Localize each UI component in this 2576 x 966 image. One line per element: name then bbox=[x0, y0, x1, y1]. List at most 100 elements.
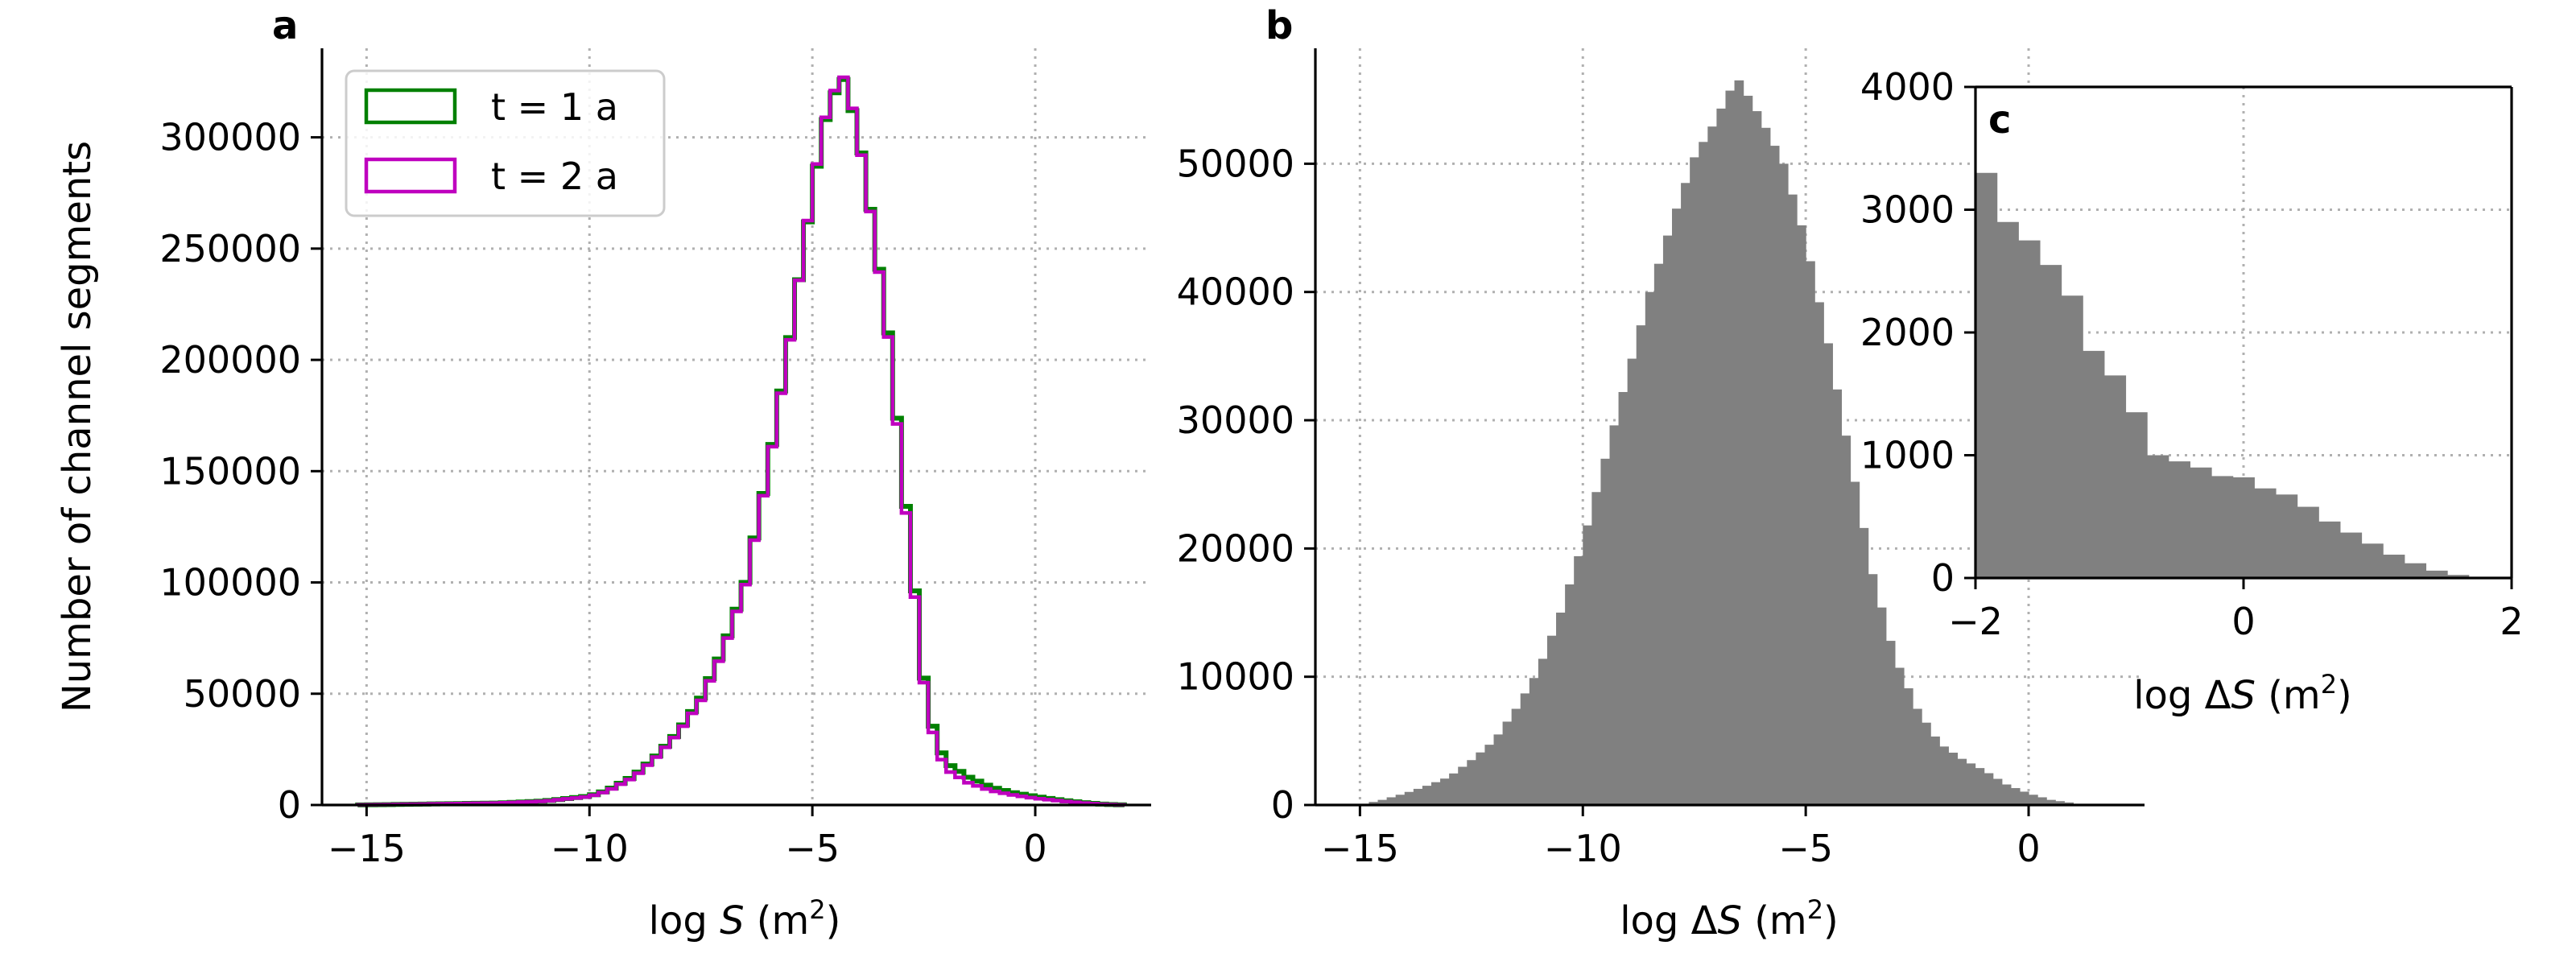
inset-histogram-bar bbox=[2125, 412, 2148, 578]
histogram-bar bbox=[1769, 146, 1780, 806]
histogram-bar bbox=[1386, 797, 1397, 805]
panel-a-label: a bbox=[272, 3, 298, 48]
histogram-bar bbox=[1574, 555, 1583, 805]
histogram-bar bbox=[1476, 752, 1486, 805]
panel-a-x-label-prefix: log bbox=[649, 898, 720, 943]
panel-a-x-label-close: ) bbox=[826, 898, 841, 943]
inset-histogram-bar bbox=[2425, 570, 2448, 578]
histogram-bar bbox=[1546, 635, 1557, 805]
panel-b-y-tick-label: 20000 bbox=[1177, 526, 1294, 570]
panel-a-x-tick-label: 0 bbox=[1023, 827, 1046, 870]
inset-histogram-bar bbox=[2061, 295, 2083, 578]
inset-histogram-bar bbox=[2361, 543, 2384, 578]
histogram-bar bbox=[1797, 225, 1806, 806]
panel-b-y-tick-label: 50000 bbox=[1177, 142, 1294, 185]
inset-histogram-bar bbox=[2018, 240, 2041, 578]
histogram-bar bbox=[1778, 163, 1789, 805]
inset-histogram-bar bbox=[2083, 350, 2105, 578]
panel-c-x-label-unit: (m bbox=[2256, 673, 2321, 718]
histogram-bar bbox=[1645, 291, 1655, 805]
panel-a-x-label-unit: (m bbox=[745, 898, 810, 943]
inset-histogram-bar bbox=[2447, 575, 2470, 578]
inset-histogram-bar bbox=[2404, 563, 2427, 578]
inset-histogram-bar bbox=[1996, 221, 2019, 578]
panel-c-x-axis-label: log ΔS (m2) bbox=[2133, 669, 2352, 718]
histogram-bar bbox=[1430, 782, 1441, 805]
panel-a: a −15 −10 −5 0 0 50000 100000 150000 200000 25000… bbox=[55, 3, 1151, 943]
inset-histogram-bar bbox=[2190, 467, 2212, 578]
inset-histogram-bar bbox=[2275, 494, 2298, 578]
panel-a-y-tick-label: 150000 bbox=[159, 449, 301, 493]
histogram-bar bbox=[1636, 325, 1646, 805]
panel-b-bars bbox=[1360, 80, 2083, 806]
histogram-bar bbox=[1975, 768, 1985, 805]
panel-c-x-label-var: S bbox=[2231, 673, 2255, 718]
panel-b-x-tick-label: −15 bbox=[1321, 827, 1399, 870]
panel-c-x-tick-label: 2 bbox=[2500, 600, 2523, 643]
histogram-bar bbox=[1859, 527, 1869, 805]
panel-b-x-tick-label: 0 bbox=[2017, 827, 2040, 870]
panel-b-x-label-close: ) bbox=[1823, 898, 1839, 943]
panel-c-x-tick-label: −2 bbox=[1948, 600, 2003, 643]
histogram-bar bbox=[1716, 108, 1727, 806]
histogram-bar bbox=[1787, 194, 1798, 805]
panel-b-x-tick-label: −10 bbox=[1544, 827, 1622, 870]
inset-histogram-bar bbox=[2232, 477, 2255, 578]
histogram-bar bbox=[1957, 758, 1967, 805]
histogram-bar bbox=[1662, 235, 1673, 805]
inset-histogram-bar bbox=[2168, 461, 2190, 578]
histogram-bar bbox=[1529, 678, 1539, 805]
histogram-bar bbox=[1743, 95, 1753, 805]
panel-a-ticks: −15 −10 −5 0 0 50000 100000 150000 200000 250000 3… bbox=[159, 116, 1046, 870]
histogram-bar bbox=[1725, 90, 1736, 805]
histogram-bar bbox=[2037, 797, 2047, 805]
histogram-bar bbox=[1377, 799, 1388, 805]
histogram-bar bbox=[1368, 802, 1379, 805]
histogram-bar bbox=[2001, 784, 2012, 805]
histogram-bar bbox=[1734, 80, 1744, 805]
histogram-bar bbox=[1850, 481, 1860, 805]
legend-swatch-t2 bbox=[364, 157, 457, 194]
panel-c-y-tick-label: 1000 bbox=[1860, 434, 1955, 477]
histogram-bar bbox=[1868, 574, 1878, 805]
inset-histogram-bar bbox=[2254, 488, 2277, 578]
panel-a-y-tick-label: 250000 bbox=[159, 227, 301, 270]
histogram-bar bbox=[1913, 708, 1922, 805]
panel-b-x-tick-label: −5 bbox=[1778, 827, 1833, 870]
histogram-bar bbox=[1930, 736, 1940, 805]
inset-histogram-bar bbox=[2211, 476, 2234, 578]
histogram-bar bbox=[1422, 786, 1432, 805]
histogram-bar bbox=[1538, 658, 1548, 805]
histogram-bar bbox=[1458, 766, 1468, 805]
panel-a-series bbox=[355, 75, 1127, 807]
panel-b-y-tick-label: 30000 bbox=[1177, 398, 1294, 442]
inset-histogram-bar bbox=[2339, 532, 2363, 578]
panel-a-axes bbox=[320, 48, 1151, 807]
legend-swatch-t1 bbox=[364, 88, 457, 125]
histogram-bar bbox=[1681, 183, 1690, 805]
inset-histogram-bar bbox=[2147, 455, 2169, 578]
histogram-bar bbox=[1894, 667, 1905, 805]
histogram-bar bbox=[1966, 763, 1976, 805]
panel-a-x-tick-label: −10 bbox=[551, 827, 629, 870]
histogram-bar bbox=[1699, 142, 1708, 806]
histogram-bar bbox=[1484, 745, 1495, 805]
panel-b-x-label-unit: (m bbox=[1742, 898, 1807, 943]
histogram-bar bbox=[1752, 111, 1762, 805]
histogram-bar bbox=[1511, 708, 1521, 805]
panel-c-y-tick-label: 4000 bbox=[1860, 65, 1955, 109]
histogram-bar bbox=[1556, 613, 1566, 805]
histogram-bar bbox=[1449, 773, 1459, 805]
panel-c-label: c bbox=[1988, 97, 2011, 142]
panel-a-x-axis-label: log S (m2) bbox=[649, 894, 841, 943]
histogram-bar bbox=[1618, 391, 1629, 806]
histogram-bar bbox=[1404, 791, 1414, 805]
histogram-bar bbox=[2029, 795, 2038, 805]
histogram-bar bbox=[1814, 302, 1824, 805]
histogram-bar bbox=[1823, 343, 1833, 805]
histogram-bar bbox=[1761, 127, 1771, 805]
inset-histogram-bar bbox=[2103, 375, 2127, 578]
panel-a-x-label-var: S bbox=[720, 898, 744, 943]
